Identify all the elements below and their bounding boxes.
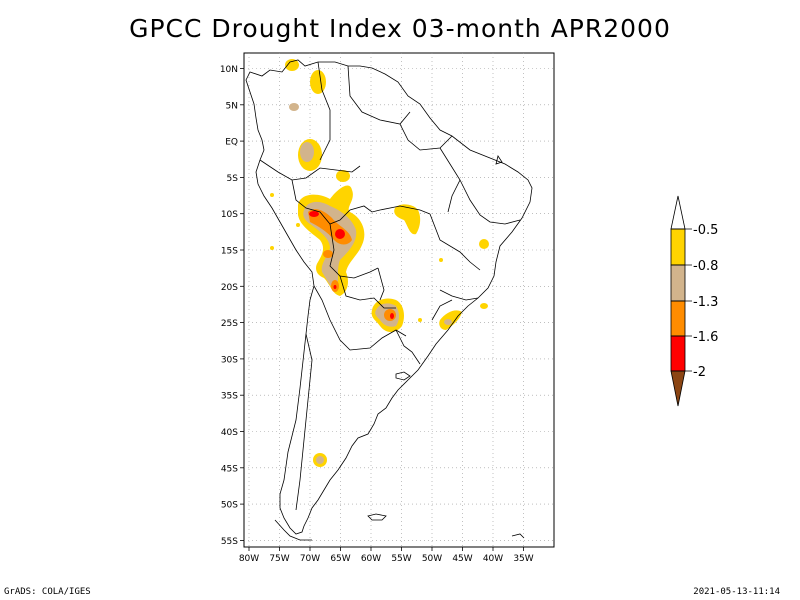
lat-label: EQ [225,138,238,148]
lat-label: 10S [221,210,238,220]
patch-tan [444,319,452,325]
drought-patches [270,59,489,467]
lon-label: 50W [422,554,442,564]
colorbar-bottom-arrow [670,370,686,407]
border [429,213,481,271]
longitude-labels: 80W 75W 70W 65W 60W 55W 50W 45W 40W 35W [239,547,534,564]
patch-yellow [418,318,422,322]
colorbar-label: -2 [693,365,706,380]
patch-tan [289,103,299,111]
lat-label: 35S [221,392,238,402]
patch-red [333,285,337,289]
colorbar-orange [670,300,686,337]
border [295,333,313,511]
patch-yellow [296,223,300,227]
patch-orange [384,309,396,321]
colorbar-top-arrow [670,195,686,230]
lat-label: 50S [221,501,238,511]
patch-red [335,229,345,239]
border [347,65,411,125]
lake [395,371,411,381]
figure-title: GPCC Drought Index 03-month APR2000 [129,14,671,43]
colorbar-label: -0.8 [693,259,718,274]
lat-label: 30S [221,355,238,365]
border [377,267,385,301]
lon-label: 75W [269,554,289,564]
colorbar-yellow [670,228,686,266]
lat-label: 5S [227,174,239,184]
patch-orange [323,250,333,258]
border [291,179,431,225]
tierra-del-fuego [274,519,312,541]
border [459,179,521,225]
border [439,289,479,301]
lat-label: 55S [221,537,238,547]
patch-red [390,313,394,319]
border [317,61,331,161]
lon-label: 80W [239,554,259,564]
lat-label: 45S [221,464,238,474]
latitude-labels: 10N 5N EQ 5S 10S 15S 20S 25S 30S 35S 40S 45S 50S 55S [220,65,244,547]
border [259,159,361,181]
lon-label: 55W [391,554,411,564]
colorbar-label: -1.6 [693,330,718,345]
patch-yellow [336,170,350,182]
falklands [367,513,387,521]
lat-label: 15S [221,247,238,257]
patch-yellow [310,70,326,94]
patch-yellow [480,303,488,309]
border [339,275,396,309]
patch-yellow [479,239,489,249]
lat-label: 5N [226,101,238,111]
lon-label: 35W [513,554,533,564]
patch-tan [300,142,314,162]
patch-yellow [285,59,299,71]
border [313,285,407,351]
lon-label: 70W [300,554,320,564]
continent-outline [245,59,533,535]
lon-label: 60W [361,554,381,564]
lat-label: 25S [221,319,238,329]
patch-yellow [270,193,274,197]
colorbar-label: -1.3 [693,295,718,310]
patch-yellow [394,204,421,235]
border [395,329,421,365]
coast-detail [495,155,503,165]
lat-label: 10N [220,65,238,75]
colorbar-red [670,335,686,372]
border [439,147,461,213]
patch-red [309,211,319,217]
coastlines [245,59,533,541]
colorbar-label: -0.5 [693,223,718,238]
border [399,123,453,151]
island [511,533,525,539]
lon-label: 65W [330,554,350,564]
border [431,299,453,321]
lat-label: 40S [221,428,238,438]
footer-timestamp: 2021-05-13-11:14 [693,587,780,597]
patch-yellow [439,258,443,262]
footer-credit: GrADS: COLA/IGES [4,587,91,597]
colorbar: -0.5 -0.8 -1.3 -1.6 -2 [670,195,718,407]
lon-label: 40W [483,554,503,564]
lat-label: 20S [221,283,238,293]
plot-frame [243,52,555,548]
colorbar-tan [670,264,686,302]
patch-yellow [270,246,274,250]
lon-label: 45W [452,554,472,564]
patch-tan [316,456,324,464]
